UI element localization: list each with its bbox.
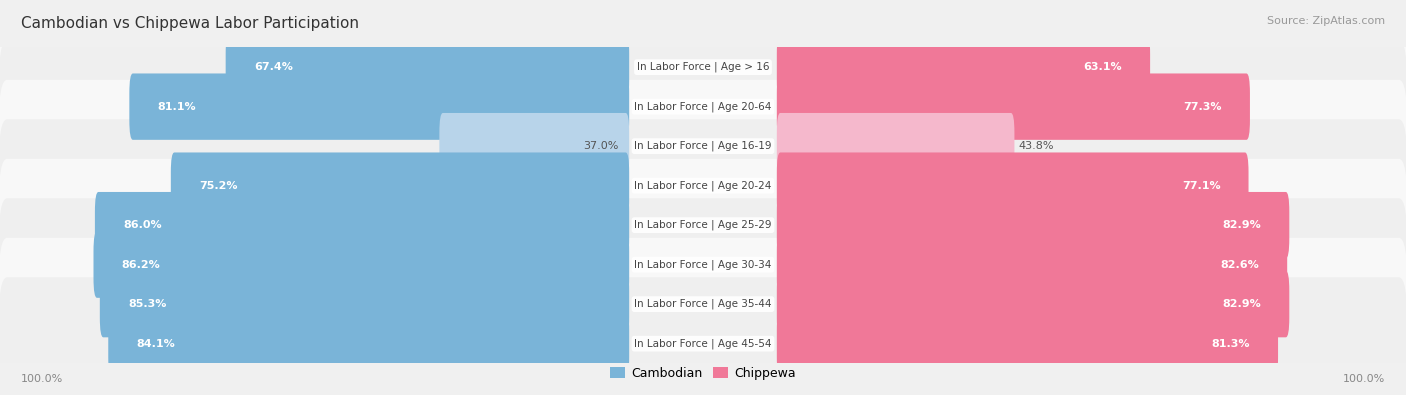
Text: In Labor Force | Age 20-24: In Labor Force | Age 20-24 xyxy=(634,181,772,191)
Text: 37.0%: 37.0% xyxy=(583,141,619,151)
Text: 77.1%: 77.1% xyxy=(1182,181,1220,191)
Text: 82.9%: 82.9% xyxy=(1222,299,1261,309)
FancyBboxPatch shape xyxy=(0,159,1406,292)
Text: Cambodian vs Chippewa Labor Participation: Cambodian vs Chippewa Labor Participatio… xyxy=(21,16,359,31)
Text: 75.2%: 75.2% xyxy=(200,181,238,191)
Text: 81.3%: 81.3% xyxy=(1212,339,1250,349)
Text: 85.3%: 85.3% xyxy=(128,299,166,309)
FancyBboxPatch shape xyxy=(93,231,630,298)
FancyBboxPatch shape xyxy=(0,1,1406,134)
FancyBboxPatch shape xyxy=(0,238,1406,371)
FancyBboxPatch shape xyxy=(225,34,630,100)
FancyBboxPatch shape xyxy=(778,152,1249,219)
FancyBboxPatch shape xyxy=(778,34,1150,100)
FancyBboxPatch shape xyxy=(0,277,1406,395)
Text: In Labor Force | Age 30-34: In Labor Force | Age 30-34 xyxy=(634,260,772,270)
Text: 43.8%: 43.8% xyxy=(1018,141,1053,151)
Text: 82.6%: 82.6% xyxy=(1220,260,1260,270)
Text: 100.0%: 100.0% xyxy=(21,374,63,384)
Text: In Labor Force | Age > 16: In Labor Force | Age > 16 xyxy=(637,62,769,72)
FancyBboxPatch shape xyxy=(778,113,1015,179)
Text: 86.0%: 86.0% xyxy=(124,220,162,230)
FancyBboxPatch shape xyxy=(0,119,1406,252)
FancyBboxPatch shape xyxy=(172,152,630,219)
FancyBboxPatch shape xyxy=(0,80,1406,213)
Text: 84.1%: 84.1% xyxy=(136,339,176,349)
FancyBboxPatch shape xyxy=(778,271,1289,337)
Text: In Labor Force | Age 16-19: In Labor Force | Age 16-19 xyxy=(634,141,772,151)
Text: In Labor Force | Age 35-44: In Labor Force | Age 35-44 xyxy=(634,299,772,309)
FancyBboxPatch shape xyxy=(439,113,630,179)
Legend: Cambodian, Chippewa: Cambodian, Chippewa xyxy=(606,362,800,385)
FancyBboxPatch shape xyxy=(778,192,1289,258)
Text: In Labor Force | Age 45-54: In Labor Force | Age 45-54 xyxy=(634,339,772,349)
Text: 81.1%: 81.1% xyxy=(157,102,195,112)
Text: 77.3%: 77.3% xyxy=(1184,102,1222,112)
FancyBboxPatch shape xyxy=(0,40,1406,173)
FancyBboxPatch shape xyxy=(108,310,630,377)
FancyBboxPatch shape xyxy=(778,310,1278,377)
FancyBboxPatch shape xyxy=(100,271,630,337)
Text: 63.1%: 63.1% xyxy=(1084,62,1122,72)
FancyBboxPatch shape xyxy=(0,198,1406,331)
Text: 100.0%: 100.0% xyxy=(1343,374,1385,384)
Text: 86.2%: 86.2% xyxy=(121,260,160,270)
Text: 67.4%: 67.4% xyxy=(253,62,292,72)
Text: 82.9%: 82.9% xyxy=(1222,220,1261,230)
Text: In Labor Force | Age 20-64: In Labor Force | Age 20-64 xyxy=(634,102,772,112)
FancyBboxPatch shape xyxy=(778,73,1250,140)
Text: In Labor Force | Age 25-29: In Labor Force | Age 25-29 xyxy=(634,220,772,230)
FancyBboxPatch shape xyxy=(96,192,630,258)
FancyBboxPatch shape xyxy=(778,231,1288,298)
Text: Source: ZipAtlas.com: Source: ZipAtlas.com xyxy=(1267,16,1385,26)
FancyBboxPatch shape xyxy=(129,73,630,140)
